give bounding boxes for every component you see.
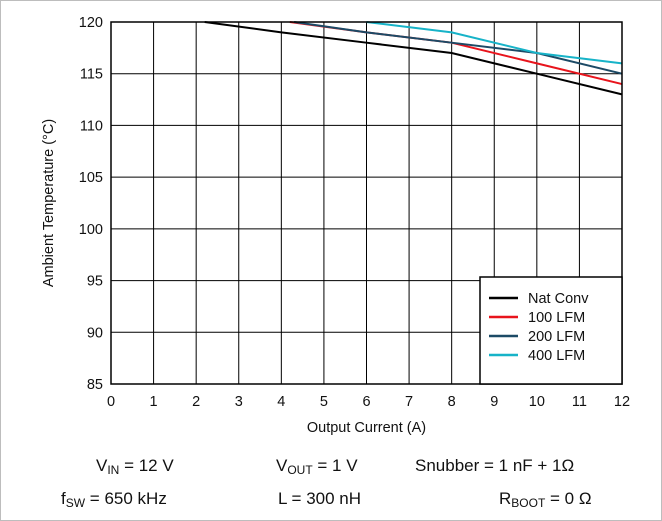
condition-vout: VOUT = 1 V <box>276 456 358 477</box>
x-tick-label: 11 <box>572 394 587 410</box>
y-tick-label: 115 <box>80 67 103 83</box>
x-tick-label: 8 <box>448 394 456 410</box>
x-tick-label: 12 <box>614 394 630 410</box>
y-tick-label: 110 <box>80 118 103 134</box>
y-tick-labels: 85 90 95 100 105 110 115 120 <box>79 15 103 393</box>
condition-fsw: fSW = 650 kHz <box>61 489 167 510</box>
y-tick-label: 90 <box>87 325 103 341</box>
x-tick-label: 7 <box>405 394 413 410</box>
condition-rboot: RBOOT = 0 Ω <box>499 489 592 510</box>
x-tick-label: 5 <box>320 394 328 410</box>
legend-label: Nat Conv <box>528 291 589 307</box>
x-tick-label: 9 <box>490 394 498 410</box>
y-axis-label: Ambient Temperature (°C) <box>41 119 57 287</box>
y-tick-label: 95 <box>87 274 103 290</box>
x-tick-label: 0 <box>107 394 115 410</box>
condition-vin: VIN = 12 V <box>96 456 174 477</box>
x-axis-label: Output Current (A) <box>307 420 426 436</box>
y-tick-label: 105 <box>79 170 103 186</box>
y-tick-label: 100 <box>79 222 103 238</box>
legend-box <box>479 276 623 385</box>
x-tick-label: 1 <box>150 394 158 410</box>
x-tick-label: 6 <box>362 394 370 410</box>
legend-label: 200 LFM <box>528 329 585 345</box>
x-tick-label: 2 <box>192 394 200 410</box>
x-tick-label: 10 <box>529 394 545 410</box>
legend-label: 400 LFM <box>528 348 585 364</box>
y-tick-label: 85 <box>87 377 103 393</box>
condition-snubber: Snubber = 1 nF + 1Ω <box>415 456 575 475</box>
condition-inductor: L = 300 nH <box>278 489 362 508</box>
x-tick-label: 3 <box>235 394 243 410</box>
legend-label: 100 LFM <box>528 310 585 326</box>
plot-border <box>110 21 623 385</box>
series-lines <box>204 21 623 96</box>
series-line-2 <box>293 21 623 75</box>
x-tick-labels: 0 1 2 3 4 5 6 7 8 9 10 11 12 <box>107 394 630 410</box>
series-line-0 <box>204 21 623 96</box>
series-line-1 <box>289 21 623 86</box>
y-tick-label: 120 <box>79 15 103 31</box>
legend: Nat Conv 100 LFM 200 LFM 400 LFM <box>479 276 623 385</box>
series-line-3 <box>366 21 623 65</box>
x-tick-label: 4 <box>277 394 285 410</box>
